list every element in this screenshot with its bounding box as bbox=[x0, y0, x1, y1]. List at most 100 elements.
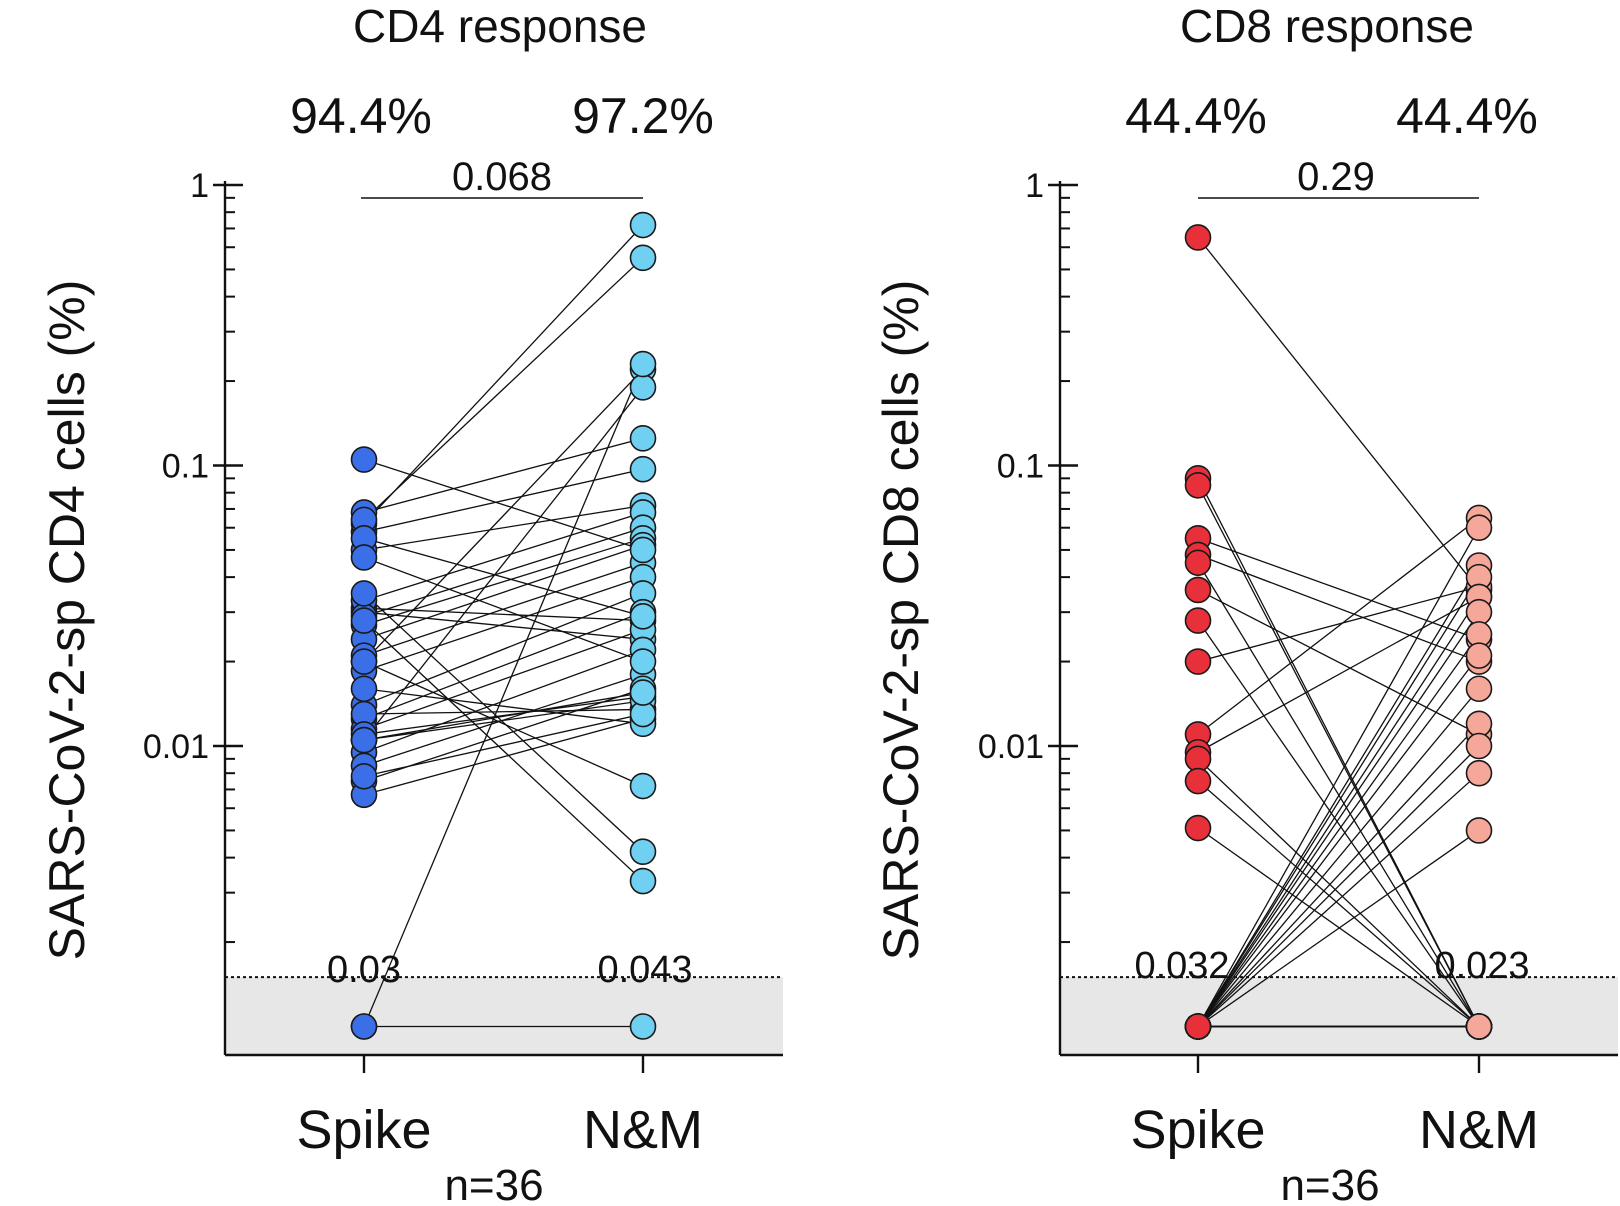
pair-line bbox=[363, 537, 644, 626]
pair-line bbox=[1197, 565, 1480, 1027]
pair-line bbox=[1197, 723, 1480, 1027]
nm-point bbox=[629, 244, 657, 272]
pair-line bbox=[363, 224, 644, 525]
pair-line bbox=[363, 556, 644, 663]
panel-cd4: CD4 response 94.4% 97.2% 0.068 10.10.01 … bbox=[39, 0, 783, 1206]
nm-point bbox=[1465, 710, 1493, 738]
spike-point bbox=[1184, 471, 1212, 499]
nm-point bbox=[1465, 598, 1493, 626]
pair-line bbox=[363, 718, 644, 796]
spike-point bbox=[350, 607, 378, 634]
panel-title: CD8 response bbox=[1180, 0, 1474, 52]
pair-line bbox=[363, 611, 644, 640]
pair-line bbox=[1197, 596, 1480, 1027]
spike-median: 0.03 bbox=[327, 949, 401, 991]
spike-point bbox=[1184, 576, 1212, 604]
spike-point bbox=[350, 648, 378, 675]
x-category-spike: Spike bbox=[1130, 1100, 1265, 1160]
axes: 1 0.1 0.01 bbox=[143, 167, 783, 1073]
pair-line bbox=[1197, 484, 1480, 1027]
spike-point bbox=[350, 544, 378, 571]
nm-point bbox=[629, 602, 657, 630]
pair-line bbox=[363, 713, 644, 777]
nm-point bbox=[1465, 642, 1493, 669]
pair-line bbox=[363, 369, 644, 663]
pair-lines bbox=[363, 224, 644, 1028]
y-tick-label: 0.1 bbox=[997, 448, 1044, 486]
pair-line bbox=[363, 458, 644, 551]
pair-line bbox=[1197, 611, 1480, 1027]
pair-line bbox=[1197, 237, 1480, 591]
below-detection-band bbox=[1060, 976, 1618, 1055]
nm-point bbox=[1465, 675, 1493, 703]
spike-point bbox=[1184, 1013, 1212, 1040]
y-tick-label: 0.01 bbox=[143, 728, 209, 766]
pair-line bbox=[363, 363, 644, 1027]
pair-line bbox=[363, 527, 644, 617]
nm-point bbox=[1465, 759, 1493, 787]
pair-line bbox=[363, 620, 644, 882]
pair-line bbox=[363, 688, 644, 725]
nm-point bbox=[629, 648, 657, 675]
pair-line bbox=[363, 504, 644, 551]
pair-line bbox=[363, 700, 644, 741]
pair-line bbox=[363, 537, 644, 617]
nm-point bbox=[629, 350, 657, 378]
y-tick-label: 0.01 bbox=[978, 728, 1044, 766]
pair-line bbox=[1197, 745, 1480, 1027]
nm-point bbox=[629, 211, 657, 239]
spike-point bbox=[1184, 549, 1212, 577]
spike-point bbox=[350, 1013, 378, 1040]
pair-line bbox=[363, 592, 644, 706]
pair-line bbox=[1197, 589, 1480, 735]
pair-line bbox=[363, 437, 644, 514]
pair-line bbox=[363, 691, 644, 741]
y-axis-label: SARS-CoV-2-sp CD8 cells (%) bbox=[873, 280, 929, 961]
nm-point bbox=[629, 536, 657, 564]
detection-band bbox=[1060, 977, 1618, 1055]
nm-point bbox=[629, 679, 657, 706]
pair-line bbox=[1197, 620, 1480, 1027]
pair-line bbox=[363, 511, 644, 602]
pair-line bbox=[1197, 780, 1480, 1027]
spike-point bbox=[350, 675, 378, 703]
pair-line bbox=[1197, 688, 1480, 1027]
pair-line bbox=[1197, 827, 1480, 1028]
pair-line bbox=[1197, 772, 1480, 1027]
nm-point bbox=[629, 425, 657, 452]
panel-cd8: CD8 response 44.4% 44.4% 0.29 1 0.1 0.01 0… bbox=[873, 0, 1618, 1206]
pair-line bbox=[1197, 527, 1480, 1027]
pair-line bbox=[1197, 562, 1480, 1027]
pair-line bbox=[363, 257, 644, 521]
pair-line bbox=[1197, 655, 1480, 1027]
spike-point bbox=[1184, 607, 1212, 634]
y-axis-label: SARS-CoV-2-sp CD4 cells (%) bbox=[39, 280, 95, 961]
spike-median: 0.032 bbox=[1134, 945, 1229, 987]
pair-line bbox=[363, 611, 644, 720]
spike-point bbox=[1184, 814, 1212, 842]
spike-point bbox=[350, 446, 378, 473]
nm-point bbox=[629, 374, 657, 401]
y-tick-label: 1 bbox=[1025, 167, 1044, 205]
pair-line bbox=[363, 649, 644, 753]
detection-band bbox=[225, 977, 783, 1055]
pair-line bbox=[363, 695, 644, 736]
pair-line bbox=[363, 544, 644, 640]
spike-percent: 44.4% bbox=[1125, 88, 1267, 144]
nm-point bbox=[629, 838, 657, 865]
pair-lines bbox=[1197, 237, 1480, 1028]
pair-line bbox=[363, 592, 644, 853]
y-tick-label: 0.1 bbox=[162, 448, 209, 486]
spike-point bbox=[1184, 767, 1212, 795]
spike-point bbox=[350, 580, 378, 607]
x-category-spike: Spike bbox=[296, 1100, 431, 1160]
pair-line bbox=[363, 386, 644, 741]
spike-percent: 94.4% bbox=[290, 88, 432, 144]
nm-percent: 97.2% bbox=[572, 88, 714, 144]
pair-line bbox=[1197, 576, 1480, 1027]
pair-line bbox=[1197, 517, 1480, 735]
pair-line bbox=[363, 660, 644, 787]
pair-line bbox=[1197, 758, 1480, 1027]
